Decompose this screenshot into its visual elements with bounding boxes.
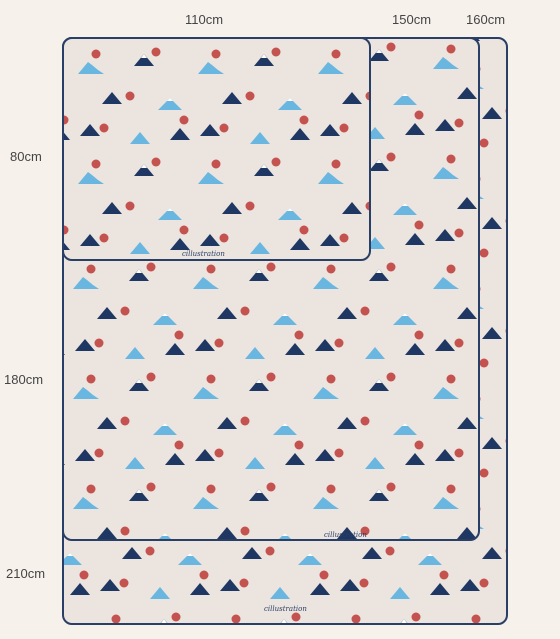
rug-110x80: cillustration <box>62 37 371 261</box>
height-180-label: 180cm <box>4 372 44 387</box>
signature: cillustration <box>324 531 367 539</box>
signature: cillustration <box>264 605 307 613</box>
width-150-label: 150cm <box>392 12 432 27</box>
signature: cillustration <box>182 250 225 258</box>
height-210-label: 210cm <box>6 566 46 581</box>
width-110-label: 110cm <box>185 12 224 27</box>
height-80-label: 80cm <box>10 149 42 164</box>
width-160-label: 160cm <box>466 12 506 27</box>
